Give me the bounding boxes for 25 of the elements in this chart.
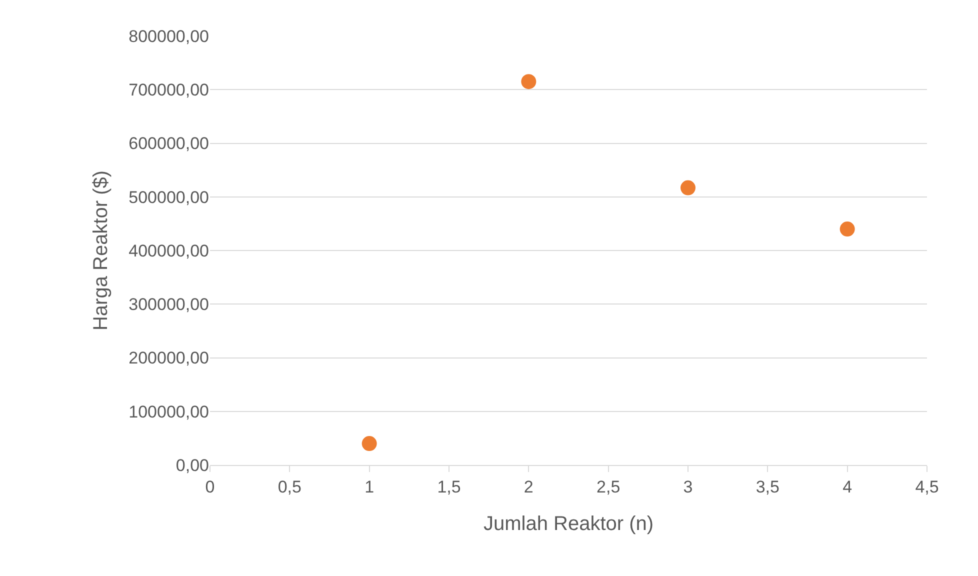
point bbox=[840, 222, 855, 237]
point bbox=[521, 74, 536, 90]
y-tick-label: 100000,00 bbox=[128, 402, 209, 422]
x-tick-label: 1,5 bbox=[437, 477, 461, 496]
x-tick-label: 3 bbox=[683, 477, 693, 496]
x-axis-title: Jumlah Reaktor (n) bbox=[483, 512, 654, 535]
y-tick-label: 700000,00 bbox=[128, 80, 209, 100]
y-axis-title: Harga Reaktor ($) bbox=[90, 170, 112, 331]
x-tick-label: 4 bbox=[842, 477, 852, 496]
x-tick-label: 1 bbox=[364, 477, 374, 496]
y-tick-label: 600000,00 bbox=[128, 134, 209, 154]
x-tick-label: 0 bbox=[205, 477, 215, 496]
y-tick-label: 200000,00 bbox=[128, 348, 209, 368]
y-tick-label: 0,00 bbox=[176, 456, 209, 475]
x-tick-label: 2,5 bbox=[596, 477, 620, 496]
x-tick-label: 0,5 bbox=[278, 477, 302, 496]
y-tick-label: 800000,00 bbox=[128, 26, 209, 46]
x-tick-label: 3,5 bbox=[756, 477, 780, 496]
y-tick-label: 300000,00 bbox=[128, 295, 209, 314]
y-tick-label: 500000,00 bbox=[128, 188, 209, 207]
point bbox=[680, 180, 696, 196]
x-tick-label: 4,5 bbox=[915, 477, 939, 496]
x-tick-label: 2 bbox=[524, 477, 534, 496]
y-tick-label: 400000,00 bbox=[128, 241, 209, 260]
point bbox=[362, 436, 377, 452]
